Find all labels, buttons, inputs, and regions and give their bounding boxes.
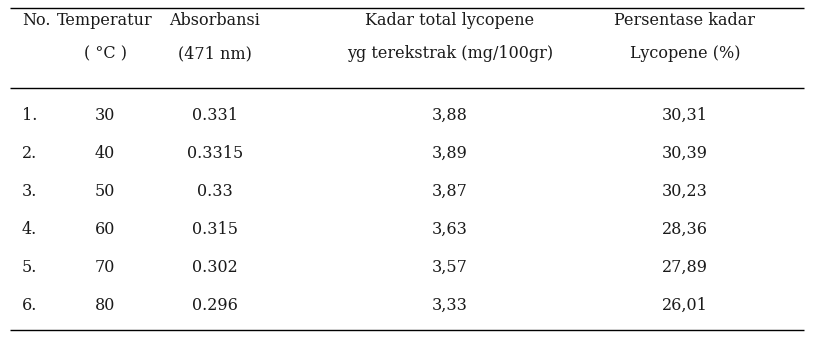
Text: Persentase kadar: Persentase kadar: [615, 12, 755, 29]
Text: (471 nm): (471 nm): [178, 45, 252, 62]
Text: 30: 30: [94, 107, 116, 124]
Text: 28,36: 28,36: [662, 221, 708, 238]
Text: 0.296: 0.296: [192, 297, 238, 314]
Text: No.: No.: [22, 12, 50, 29]
Text: 50: 50: [94, 183, 116, 200]
Text: Lycopene (%): Lycopene (%): [630, 45, 740, 62]
Text: Absorbansi: Absorbansi: [169, 12, 260, 29]
Text: 3,33: 3,33: [432, 297, 468, 314]
Text: Kadar total lycopene: Kadar total lycopene: [365, 12, 535, 29]
Text: 27,89: 27,89: [662, 259, 708, 276]
Text: 1.: 1.: [22, 107, 37, 124]
Text: 5.: 5.: [22, 259, 37, 276]
Text: 0.33: 0.33: [197, 183, 233, 200]
Text: ( °C ): ( °C ): [84, 45, 126, 62]
Text: 3,57: 3,57: [432, 259, 468, 276]
Text: 30,23: 30,23: [662, 183, 708, 200]
Text: 3,63: 3,63: [432, 221, 468, 238]
Text: 3,87: 3,87: [432, 183, 468, 200]
Text: 4.: 4.: [22, 221, 37, 238]
Text: 26,01: 26,01: [662, 297, 708, 314]
Text: 6.: 6.: [22, 297, 37, 314]
Text: 60: 60: [94, 221, 116, 238]
Text: 0.331: 0.331: [192, 107, 238, 124]
Text: 30,39: 30,39: [662, 145, 708, 162]
Text: 3,88: 3,88: [432, 107, 468, 124]
Text: 70: 70: [94, 259, 116, 276]
Text: 3,89: 3,89: [432, 145, 468, 162]
Text: 0.315: 0.315: [192, 221, 238, 238]
Text: 2.: 2.: [22, 145, 37, 162]
Text: Temperatur: Temperatur: [57, 12, 153, 29]
Text: yg terekstrak (mg/100gr): yg terekstrak (mg/100gr): [347, 45, 553, 62]
Text: 80: 80: [94, 297, 116, 314]
Text: 0.3315: 0.3315: [187, 145, 243, 162]
Text: 0.302: 0.302: [192, 259, 238, 276]
Text: 3.: 3.: [22, 183, 37, 200]
Text: 30,31: 30,31: [662, 107, 708, 124]
Text: 40: 40: [95, 145, 115, 162]
